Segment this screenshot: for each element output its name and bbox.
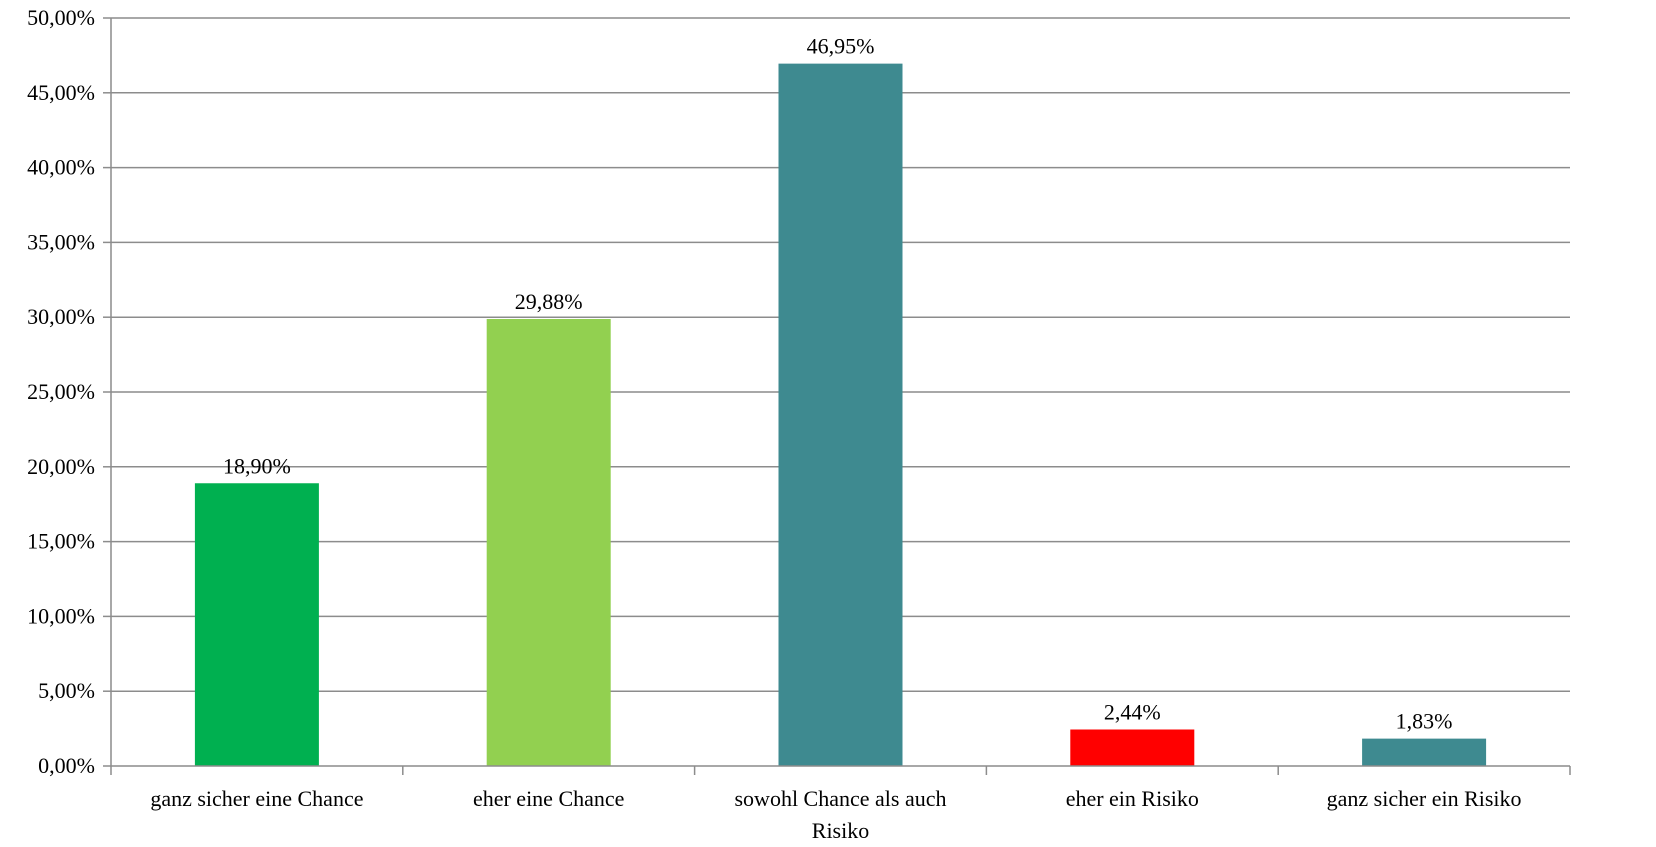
axes [103,17,1571,775]
bar-3 [778,63,903,767]
data-label: 46,95% [807,34,875,59]
bar-5 [1362,738,1487,766]
y-tick-label: 30,00% [27,304,95,329]
bar-4 [1070,729,1195,766]
y-tick-label: 35,00% [27,229,95,254]
x-tick-labels: ganz sicher eine Chance eher eine Chance s… [150,786,1521,843]
y-tick-label: 10,00% [27,603,95,628]
data-label: 2,44% [1104,699,1161,724]
x-tick-label: eher ein Risiko [1066,786,1199,811]
y-tick-label: 50,00% [27,5,95,30]
data-labels: 18,90% 29,88% 46,95% 2,44% 1,83% [223,34,1453,734]
x-tick-label: Risiko [812,818,869,843]
data-label: 18,90% [223,453,291,478]
x-tick-label: sowohl Chance als auch [735,786,947,811]
y-tick-label: 20,00% [27,454,95,479]
y-tick-label: 5,00% [38,678,95,703]
data-label: 1,83% [1396,709,1453,734]
x-tick-label: ganz sicher ein Risiko [1327,786,1522,811]
data-label: 29,88% [515,289,583,314]
x-tick-label: eher eine Chance [473,786,624,811]
y-tick-label: 15,00% [27,529,95,554]
bar-2 [486,318,611,766]
y-tick-labels: 0,00% 5,00% 10,00% 15,00% 20,00% 25,00% 30,00%… [27,5,95,778]
y-tick-label: 45,00% [27,80,95,105]
x-tick-label: ganz sicher eine Chance [150,786,363,811]
y-tick-label: 0,00% [38,753,95,778]
y-tick-label: 40,00% [27,155,95,180]
bar-1 [194,483,319,766]
bars [194,63,1487,767]
y-tick-label: 25,00% [27,379,95,404]
